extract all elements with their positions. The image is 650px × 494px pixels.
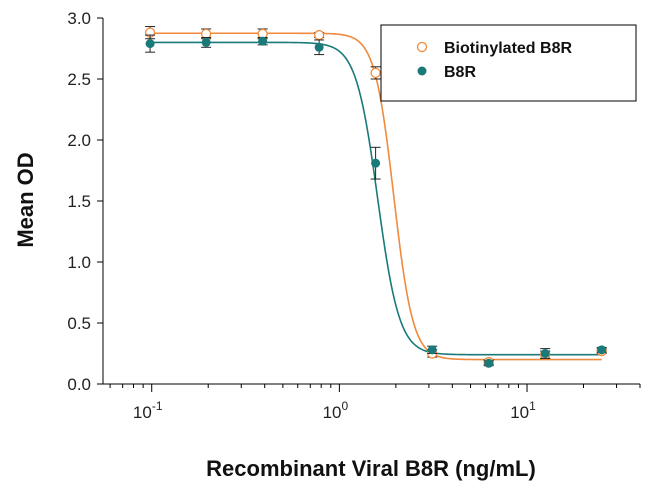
x-tick-label: 101 bbox=[510, 399, 536, 422]
y-axis-title: Mean OD bbox=[13, 152, 38, 247]
y-tick-label: 0.0 bbox=[67, 375, 91, 394]
x-tick-label: 100 bbox=[323, 399, 349, 422]
y-tick-label: 2.5 bbox=[67, 70, 91, 89]
axes: 0.0 0.5 1.0 1.5 2.0 2.5 3.0 10-1 100 101 bbox=[67, 9, 641, 422]
legend-label-b8r: B8R bbox=[444, 64, 476, 81]
legend-marker-b8r bbox=[417, 66, 427, 76]
point-b8r bbox=[427, 345, 437, 355]
point-biotinylated-b8r bbox=[370, 67, 381, 79]
legend-marker-biotinylated bbox=[416, 41, 428, 53]
legend-box bbox=[380, 24, 637, 102]
y-tick-label: 0.5 bbox=[67, 314, 91, 333]
legend: Biotinylated B8R B8R bbox=[380, 24, 637, 102]
point-biotinylated-b8r bbox=[313, 29, 325, 41]
point-b8r bbox=[484, 358, 494, 368]
point-b8r bbox=[597, 345, 607, 355]
point-b8r bbox=[314, 42, 324, 52]
x-axis-title: Recombinant Viral B8R (ng/mL) bbox=[206, 456, 536, 481]
data-points bbox=[144, 26, 607, 368]
fit-curve-b8r bbox=[150, 41, 602, 356]
point-b8r bbox=[371, 158, 381, 168]
y-tick-label: 1.5 bbox=[67, 192, 91, 211]
point-b8r bbox=[201, 37, 211, 47]
point-b8r bbox=[145, 39, 155, 49]
point-biotinylated-b8r bbox=[200, 28, 212, 40]
point-b8r bbox=[540, 349, 550, 358]
y-tick-label: 1.0 bbox=[67, 253, 91, 272]
legend-label-biotinylated: Biotinylated B8R bbox=[444, 40, 572, 57]
y-tick-label: 3.0 bbox=[67, 9, 91, 28]
y-tick-label: 2.0 bbox=[67, 131, 91, 150]
x-tick-label: 10-1 bbox=[133, 399, 163, 422]
point-b8r bbox=[258, 36, 268, 46]
